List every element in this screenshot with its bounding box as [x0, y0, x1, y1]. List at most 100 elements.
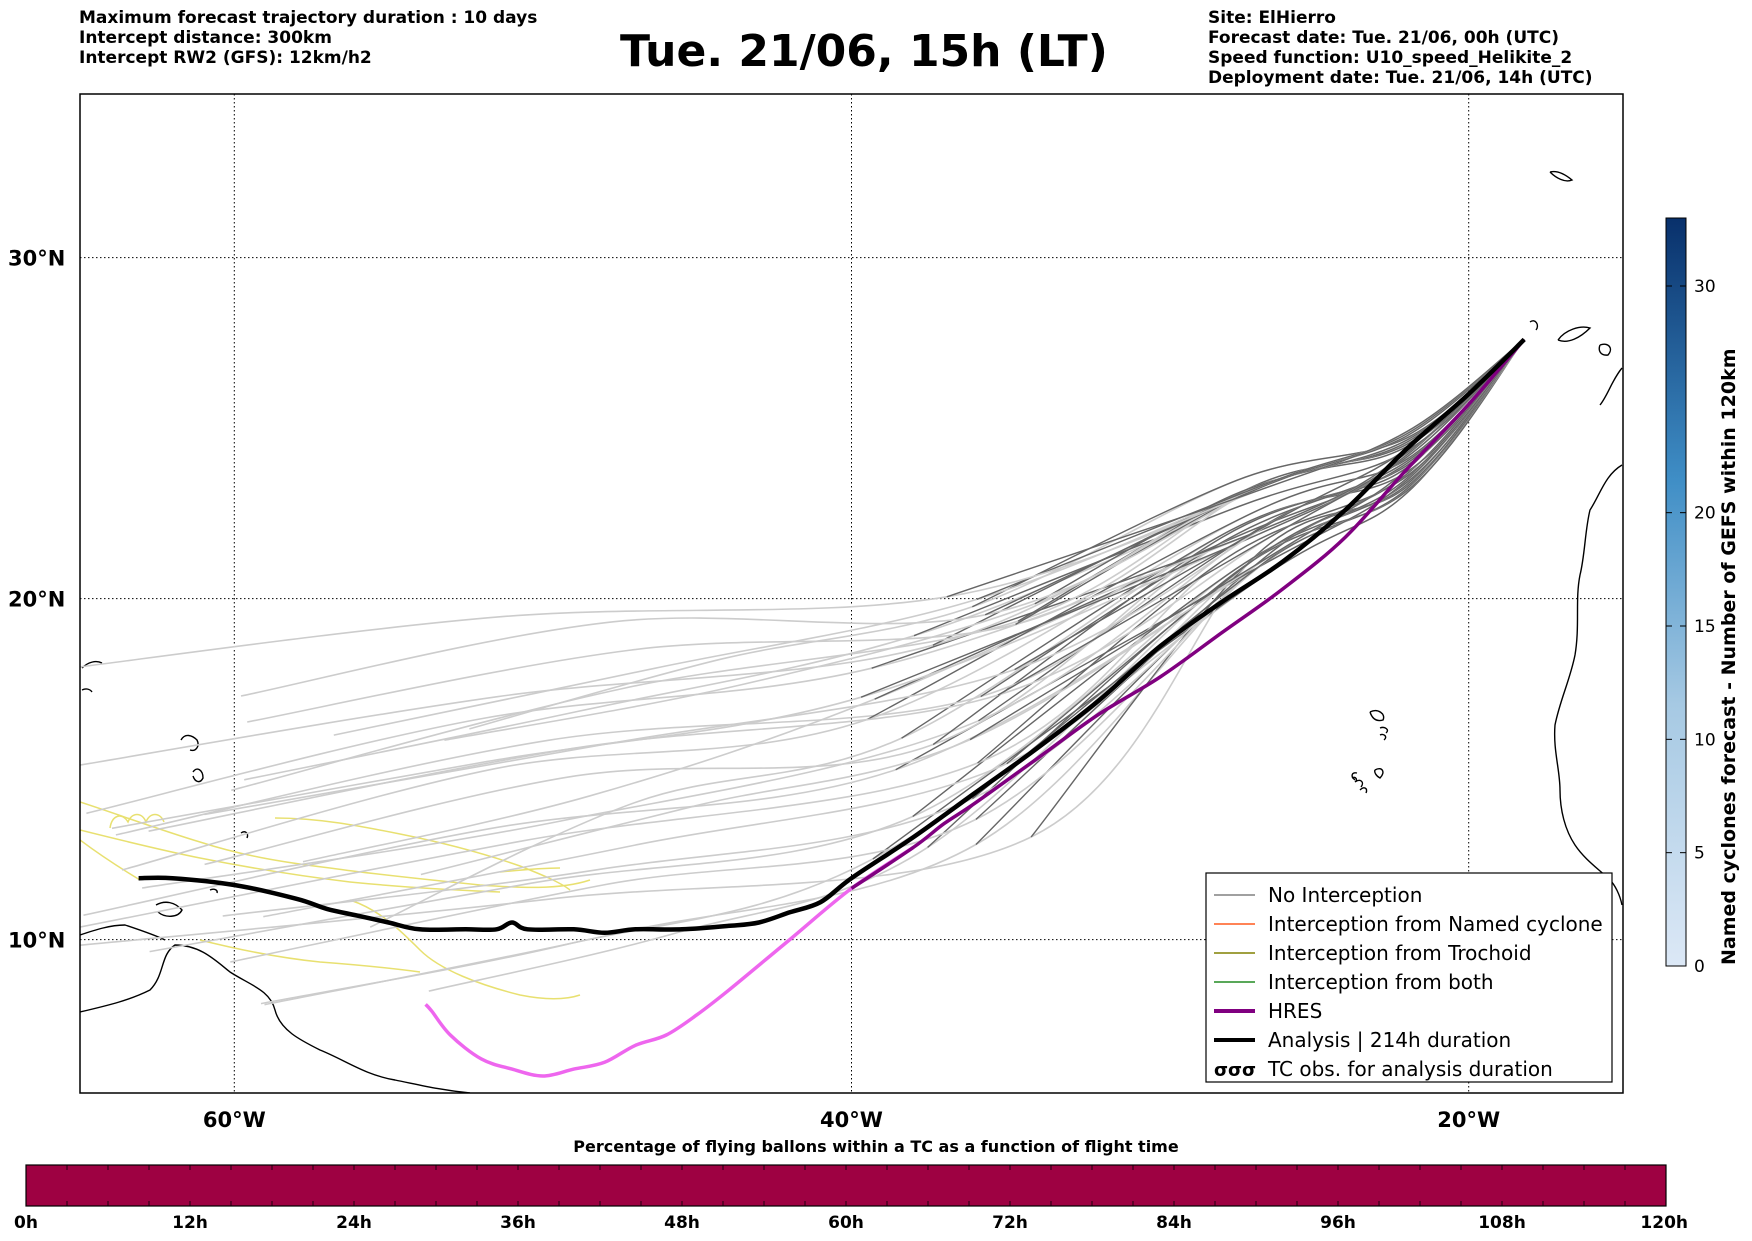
ensemble-trajectory [222, 338, 1525, 917]
coast-south-america [80, 944, 471, 1093]
cyclone-colorbar-ramp [1665, 217, 1687, 967]
legend-tc-symbol: σσσ [1214, 1060, 1256, 1081]
lon-tick-label: 20°W [1437, 1108, 1500, 1132]
ensemble-trajectory [469, 338, 1525, 730]
ensemble-trajectory [86, 338, 1525, 815]
lat-tick-label: 30°N [8, 247, 65, 271]
deployment-date-line: Deployment date: Tue. 21/06, 14h (UTC) [1208, 68, 1593, 88]
page-title: Tue. 21/06, 15h (LT) [620, 26, 1108, 77]
coast-cape-verde-south [1351, 772, 1368, 794]
cbar-tick-label: 30 [1694, 277, 1716, 297]
forecast-parameters: Maximum forecast trajectory duration : 1… [79, 8, 537, 68]
ensemble-trajectory [141, 338, 1525, 889]
ensemble-trajectory-forecast [946, 338, 1525, 598]
map-legend: No Interception Interception from Named c… [1205, 872, 1613, 1083]
ensemble-trajectory [240, 338, 1525, 697]
ensemble-trajectory [83, 338, 1525, 916]
hres-trajectory-extended [424, 846, 915, 1078]
axis-labels: 60°W 40°W 20°W 30°N 20°N 10°N [8, 247, 1500, 1132]
coast-barbados [240, 831, 249, 839]
cbar-tick-label: 10 [1694, 730, 1716, 750]
coast-canary-islands [1529, 320, 1612, 356]
coast-guadeloupe [180, 734, 199, 752]
ensemble-trajectory-forecast [912, 339, 1525, 818]
ensemble-trajectory-forecast [901, 339, 1525, 739]
lon-tick-label: 40°W [820, 1108, 883, 1132]
flight-time-colorbar: 0h 12h 24h 36h 48h 60h 72h 84h 96h 108h 120h [14, 1164, 1688, 1233]
legend-label: No Interception [1268, 883, 1422, 907]
legend-label: Interception from both [1268, 970, 1494, 994]
coast-venezuela [80, 924, 166, 941]
ensemble-trajectory [204, 338, 1525, 866]
param-line-2: Intercept distance: 300km [79, 28, 332, 48]
flight-time-colorbar-ramp [25, 1164, 1667, 1207]
legend-box [1205, 872, 1613, 1083]
cyclone-colorbar-title: Named cyclones forecast - Number of GEFS… [1718, 348, 1740, 965]
flight-time-tick-label: 120h [1640, 1213, 1688, 1233]
ensemble-trajectory [80, 338, 1525, 928]
coast-martinique [192, 768, 204, 783]
ensemble-trajectory-forecast [913, 338, 1525, 637]
flight-time-tick-label: 0h [14, 1213, 38, 1233]
ensemble-trajectory-forecast [866, 339, 1525, 721]
cbar-tick-label: 20 [1694, 504, 1716, 524]
legend-label: Interception from Named cyclone [1268, 912, 1603, 936]
flight-time-tick-label: 12h [172, 1213, 208, 1233]
ensemble-trajectory [121, 338, 1525, 871]
ensemble-trajectory-forecast [976, 338, 1525, 601]
speed-function-line: Speed function: U10_speed_Helikite_2 [1208, 48, 1573, 68]
legend-label: Interception from Trochoid [1268, 941, 1532, 965]
cbar-tick-label: 5 [1694, 844, 1705, 864]
coastlines [80, 170, 1623, 1093]
ensemble-trajectory [111, 338, 1525, 830]
ensemble-trajectory-forecast [1030, 339, 1525, 838]
ensemble-trajectory [149, 338, 1525, 953]
lat-tick-label: 20°N [8, 588, 65, 612]
coast-africa-north [1599, 367, 1623, 406]
flight-time-tick-label: 72h [992, 1213, 1028, 1233]
flight-time-tick-label: 108h [1478, 1213, 1526, 1233]
analysis-trajectory [138, 337, 1526, 936]
tc-tracks [80, 801, 591, 1000]
ensemble-trajectory-forecast [971, 338, 1525, 608]
ensemble-trajectory [80, 339, 1525, 947]
lat-tick-label: 10°N [8, 929, 65, 953]
flight-time-tick-label: 60h [828, 1213, 864, 1233]
ensemble-trajectory [231, 338, 1525, 792]
coast-cape-verde [1351, 710, 1389, 788]
site-line: Site: ElHierro [1208, 8, 1336, 28]
ensemble-trajectory-forecast [932, 339, 1525, 746]
legend-label: Analysis | 214h duration [1268, 1028, 1511, 1052]
map-plot-area [80, 94, 1623, 1093]
coast-trinidad [155, 901, 183, 917]
flight-time-tick-label: 48h [664, 1213, 700, 1233]
flight-time-tick-label: 84h [1156, 1213, 1192, 1233]
cyclone-colorbar: 0 5 10 15 20 30 [1665, 217, 1716, 977]
coast-puerto-rico [81, 688, 93, 693]
flight-time-tick-label: 24h [336, 1213, 372, 1233]
coast-madeira [1549, 170, 1574, 182]
ensemble-trajectory [80, 338, 1525, 766]
cbar-tick-label: 0 [1694, 957, 1705, 977]
flight-time-colorbar-title: Percentage of flying ballons within a TC… [573, 1137, 1179, 1156]
ensemble-trajectory [444, 338, 1525, 741]
hres-trajectory [850, 338, 1526, 890]
site-info: Site: ElHierro Forecast date: Tue. 21/06… [1208, 8, 1593, 88]
forecast-date-line: Forecast date: Tue. 21/06, 00h (UTC) [1208, 28, 1559, 48]
coast-tobago [209, 888, 218, 894]
lon-tick-label: 60°W [203, 1108, 266, 1132]
ensemble-trajectory-forecast [984, 338, 1525, 616]
flight-time-tick-label: 96h [1320, 1213, 1356, 1233]
ensemble-trajectory [115, 338, 1525, 836]
legend-label: TC obs. for analysis duration [1267, 1057, 1553, 1081]
param-line-3: Intercept RW2 (GFS): 12km/h2 [79, 48, 372, 68]
flight-time-tick-label: 36h [500, 1213, 536, 1233]
plot-frame [79, 93, 1624, 1094]
ensemble-trajectory-forecast [977, 339, 1525, 764]
ensemble-trajectory-forecast [860, 339, 1525, 698]
param-line-1: Maximum forecast trajectory duration : 1… [79, 8, 538, 28]
highlight-trajectories [138, 337, 1526, 1078]
cbar-tick-label: 15 [1694, 617, 1716, 637]
legend-label: HRES [1268, 999, 1322, 1023]
